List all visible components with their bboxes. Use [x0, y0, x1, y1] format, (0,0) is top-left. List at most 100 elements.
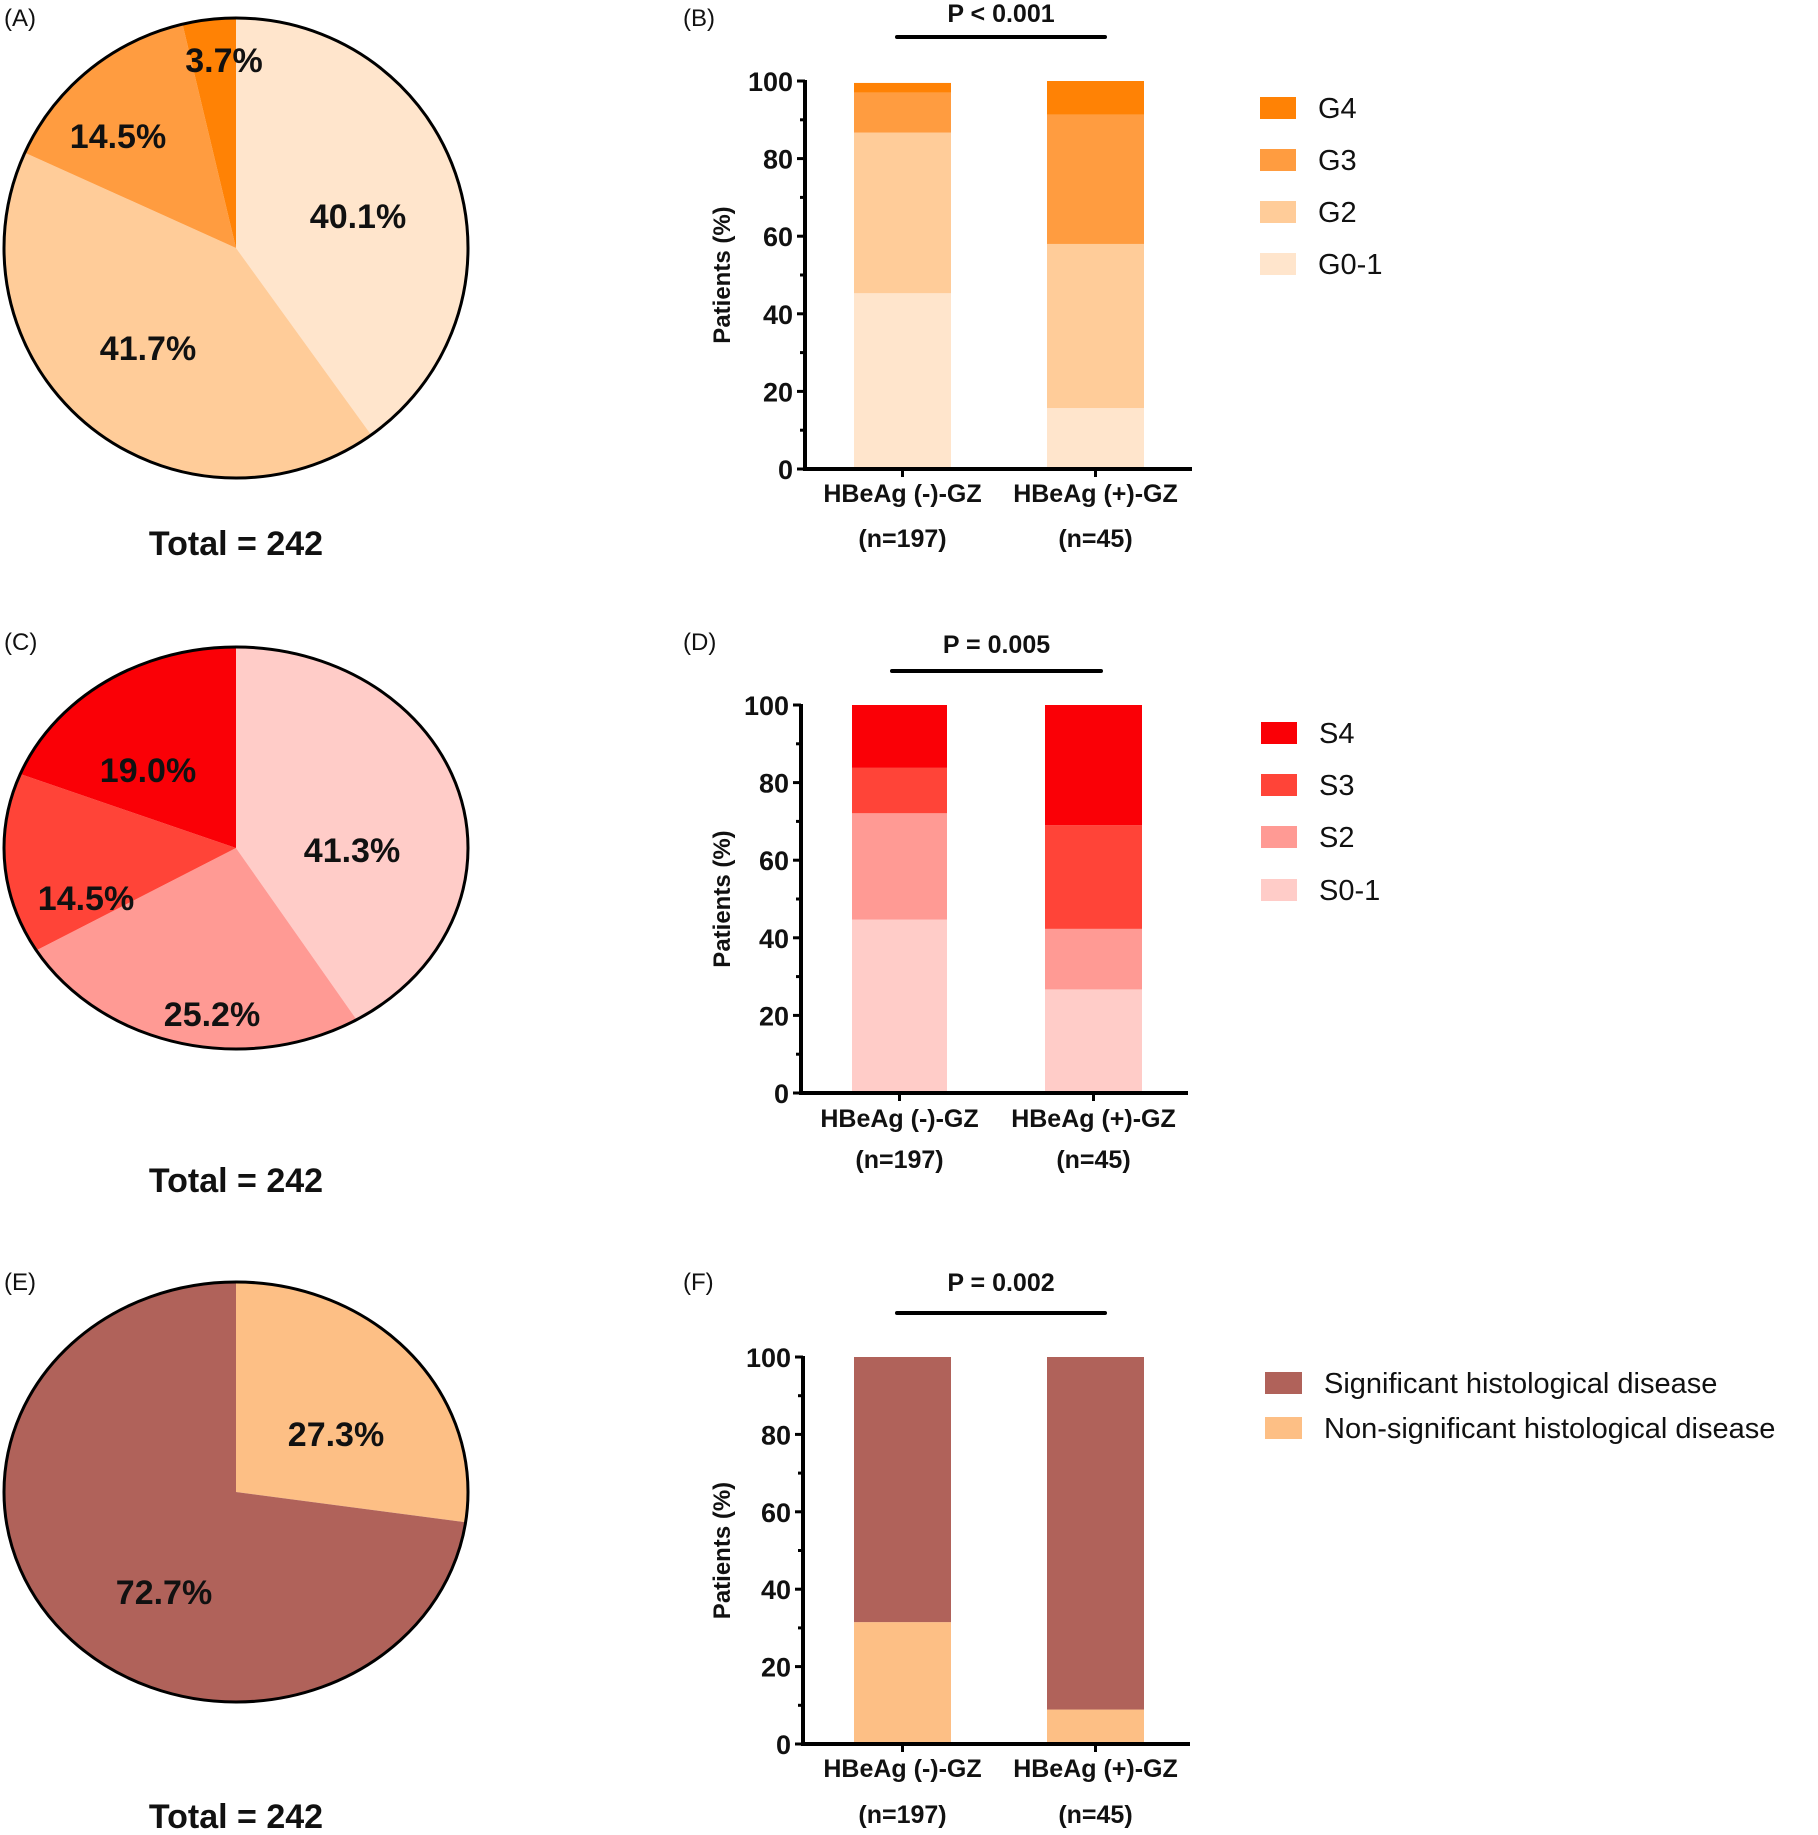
- x-tick-sublabel: (n=197): [858, 525, 946, 553]
- p-value-annotation: P = 0.002: [947, 1269, 1054, 1297]
- pie-chart-e: (E) 27.3% 72.7% Total = 242: [2, 1269, 470, 1835]
- legend: G4 G3 G2 G0-1: [1260, 93, 1382, 281]
- y-tick-label: 0: [774, 1079, 789, 1109]
- legend-swatch: [1261, 774, 1297, 796]
- bar-segment-s3: [1045, 825, 1142, 929]
- x-tick-label: HBeAg (-)-GZ: [823, 480, 981, 508]
- legend-label: S0-1: [1319, 875, 1380, 907]
- legend-swatch: [1260, 149, 1296, 171]
- slice-value-label: 27.3%: [288, 1416, 384, 1454]
- y-tick-label: 80: [759, 769, 789, 799]
- bar-segment-s2: [852, 813, 947, 920]
- y-tick-label: 0: [778, 455, 793, 485]
- total-caption: Total = 242: [149, 525, 323, 563]
- slice-value-label: 72.7%: [116, 1574, 212, 1612]
- total-caption: Total = 242: [149, 1162, 323, 1200]
- bar-segment-g3: [854, 92, 951, 133]
- panel-letter: (C): [4, 629, 37, 656]
- pie-outline: [2, 645, 470, 1051]
- p-value-annotation: P < 0.001: [947, 0, 1054, 28]
- legend-item: Significant histological disease: [1265, 1368, 1717, 1400]
- y-tick-label: 20: [761, 1653, 791, 1683]
- legend-label: G4: [1318, 93, 1357, 125]
- x-tick-sublabel: (n=197): [855, 1146, 943, 1174]
- legend-item: S4: [1261, 718, 1354, 750]
- slice-value-label: 25.2%: [164, 996, 260, 1034]
- legend-swatch: [1265, 1372, 1302, 1394]
- pie-chart-c: (C) 41.3% 25.2% 14.5% 19.0% Total = 242: [2, 629, 470, 1200]
- p-value-annotation: P = 0.005: [943, 631, 1050, 659]
- legend-label: S4: [1319, 718, 1354, 750]
- bar-segment-g4: [1047, 81, 1144, 115]
- slice-value-label: 41.7%: [100, 330, 196, 368]
- legend-label: G2: [1318, 197, 1357, 229]
- legend-label: G0-1: [1318, 249, 1382, 281]
- bar-segment-g2: [1047, 243, 1144, 409]
- y-tick-label: 60: [763, 222, 793, 252]
- pie-slice-g4: [182, 18, 236, 248]
- y-tick-label: 40: [761, 1575, 791, 1605]
- legend: Significant histological disease Non-sign…: [1265, 1368, 1775, 1445]
- y-tick-label: 40: [763, 300, 793, 330]
- y-tick-label: 20: [759, 1001, 789, 1031]
- x-tick-label: HBeAg (+)-GZ: [1013, 480, 1178, 508]
- legend-label: G3: [1318, 145, 1357, 177]
- bar-segment-s4: [1045, 705, 1142, 826]
- y-tick-label: 100: [746, 1343, 791, 1373]
- y-tick-label: 80: [761, 1420, 791, 1450]
- x-tick-sublabel: (n=197): [858, 1801, 946, 1829]
- x-tick-sublabel: (n=45): [1058, 1801, 1132, 1829]
- legend-item: G4: [1260, 93, 1357, 125]
- slice-value-label: 14.5%: [70, 118, 166, 156]
- legend-swatch: [1260, 201, 1296, 223]
- stacked-bar-chart-f: (F) 0 20 40 60 80 100 Patients (%) HBeAg (-)-GZ (…: [683, 1269, 1775, 1829]
- slice-value-label: 40.1%: [310, 198, 406, 236]
- y-tick-label: 20: [763, 377, 793, 407]
- y-axis-label: Patients (%): [709, 1482, 736, 1619]
- y-axis-label: Patients (%): [709, 206, 736, 343]
- total-caption: Total = 242: [149, 1798, 323, 1835]
- y-tick-label: 0: [776, 1730, 791, 1760]
- bar-segment-non-significant-histological-disease: [854, 1622, 951, 1744]
- bar-segment-s4: [852, 705, 947, 768]
- x-tick-label: HBeAg (+)-GZ: [1011, 1105, 1176, 1133]
- bar-segment-s3: [852, 767, 947, 814]
- y-tick-label: 60: [761, 1498, 791, 1528]
- legend-label: Significant histological disease: [1324, 1368, 1717, 1400]
- slice-value-label: 14.5%: [38, 880, 134, 918]
- legend-swatch: [1261, 722, 1297, 744]
- pie-slice-s4: [20, 647, 236, 848]
- legend-item: G2: [1260, 197, 1357, 229]
- pie-slice-s0-1: [236, 647, 469, 1020]
- pie-slice-g2: [4, 152, 372, 478]
- bar-segment-g3: [1047, 114, 1144, 244]
- slice-value-label: 41.3%: [304, 832, 400, 870]
- bar-segment-g2: [854, 132, 951, 294]
- slice-value-label: 3.7%: [185, 42, 263, 80]
- panel-letter: (E): [4, 1269, 36, 1296]
- x-tick-sublabel: (n=45): [1056, 1146, 1130, 1174]
- pie-slice-g0-1: [236, 18, 468, 435]
- y-tick-label: 100: [748, 67, 793, 97]
- x-tick-label: HBeAg (+)-GZ: [1013, 1755, 1178, 1783]
- bar-segment-non-significant-histological-disease: [1047, 1709, 1144, 1744]
- stacked-bar-chart-b: (B) 0 20 40 60 80 100 Patients (%) HBeAg (-)-GZ (…: [683, 0, 1382, 553]
- bar-segment-g4: [854, 82, 951, 93]
- pie-chart-a: (A) 40.1% 41.7% 14.5% 3.7% Total = 242: [2, 5, 470, 563]
- legend-label: S2: [1319, 822, 1354, 854]
- legend-item: S3: [1261, 770, 1354, 802]
- y-axis-label: Patients (%): [709, 830, 736, 967]
- legend-swatch: [1261, 826, 1297, 848]
- bar-segment-significant-histological-disease: [1047, 1357, 1144, 1710]
- bar-segment-s0-1: [852, 919, 947, 1093]
- legend-label: S3: [1319, 770, 1354, 802]
- legend-swatch: [1260, 97, 1296, 119]
- pie-slice-non-significant-histological-disease: [236, 1282, 468, 1523]
- panel-letter: (B): [683, 5, 715, 32]
- legend-item: G0-1: [1260, 249, 1382, 281]
- y-tick-label: 80: [763, 145, 793, 175]
- legend-item: S0-1: [1261, 875, 1380, 907]
- slice-value-label: 19.0%: [100, 752, 196, 790]
- legend-swatch: [1261, 879, 1297, 901]
